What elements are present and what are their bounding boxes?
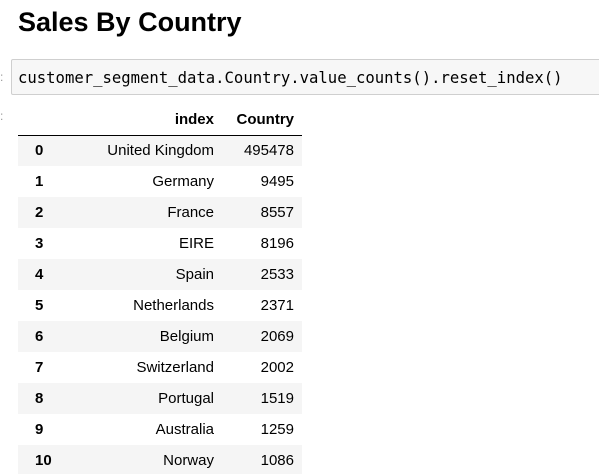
country-name-cell: Spain	[175, 266, 214, 283]
country-name-cell: Norway	[163, 452, 214, 469]
table-row: 3 EIRE 8196	[18, 228, 302, 259]
country-name-cell: Germany	[152, 173, 214, 190]
country-name-cell: Portugal	[158, 390, 214, 407]
row-index-cell: 3	[35, 235, 44, 252]
table-row: 6 Belgium 2069	[18, 321, 302, 352]
column-header-country: Country	[222, 104, 302, 136]
output-prompt-edge: :	[0, 110, 4, 122]
row-index-cell: 10	[35, 452, 52, 469]
table-row: 10 Norway 1086	[18, 445, 302, 474]
row-index-cell: 2	[35, 204, 44, 221]
country-name-cell: Belgium	[159, 328, 214, 345]
table-row: 9 Australia 1259	[18, 414, 302, 445]
table-row: 8 Portugal 1519	[18, 383, 302, 414]
table-row: 5 Netherlands 2371	[18, 290, 302, 321]
country-count-cell: 8557	[260, 204, 294, 221]
input-prompt-edge: :	[0, 71, 4, 83]
row-index-cell: 8	[35, 390, 44, 407]
row-index-cell: 4	[35, 266, 44, 283]
output-dataframe: index Country 0 United Kingdom 495478 1 Germ…	[18, 104, 302, 474]
country-name-cell: France	[167, 204, 214, 221]
row-index-cell: 0	[35, 142, 44, 160]
country-name-cell: EIRE	[178, 235, 214, 252]
table-header-row: index Country	[18, 104, 302, 136]
column-header-index: index	[80, 104, 222, 136]
country-name-cell: Switzerland	[136, 359, 214, 376]
country-name-cell: Netherlands	[133, 297, 214, 314]
country-count-cell: 495478	[243, 142, 294, 160]
row-index-cell: 5	[35, 297, 44, 314]
table-row: 1 Germany 9495	[18, 166, 302, 197]
country-count-cell: 2069	[260, 328, 294, 345]
country-count-cell: 1259	[260, 421, 294, 438]
section-heading: Sales By Country	[18, 7, 242, 37]
row-index-cell: 7	[35, 359, 44, 376]
country-count-cell: 2371	[260, 297, 294, 314]
country-count-cell: 1519	[260, 390, 294, 407]
country-count-cell: 2002	[260, 359, 294, 376]
table-row: 7 Switzerland 2002	[18, 352, 302, 383]
code-input[interactable]: customer_segment_data.Country.value_coun…	[18, 69, 563, 87]
row-index-cell: 1	[35, 173, 44, 190]
country-name-cell: Australia	[155, 421, 214, 438]
code-cell[interactable]: customer_segment_data.Country.value_coun…	[11, 59, 599, 95]
country-count-cell: 1086	[260, 452, 294, 469]
table-row: 4 Spain 2533	[18, 259, 302, 290]
country-count-cell: 8196	[260, 235, 294, 252]
row-index-cell: 6	[35, 328, 44, 345]
country-count-cell: 2533	[260, 266, 294, 283]
column-header-row-index	[18, 104, 80, 136]
country-name-cell: United Kingdom	[107, 142, 214, 160]
table-row: 0 United Kingdom 495478	[18, 135, 302, 166]
table-row: 2 France 8557	[18, 197, 302, 228]
country-count-cell: 9495	[260, 173, 294, 190]
row-index-cell: 9	[35, 421, 44, 438]
